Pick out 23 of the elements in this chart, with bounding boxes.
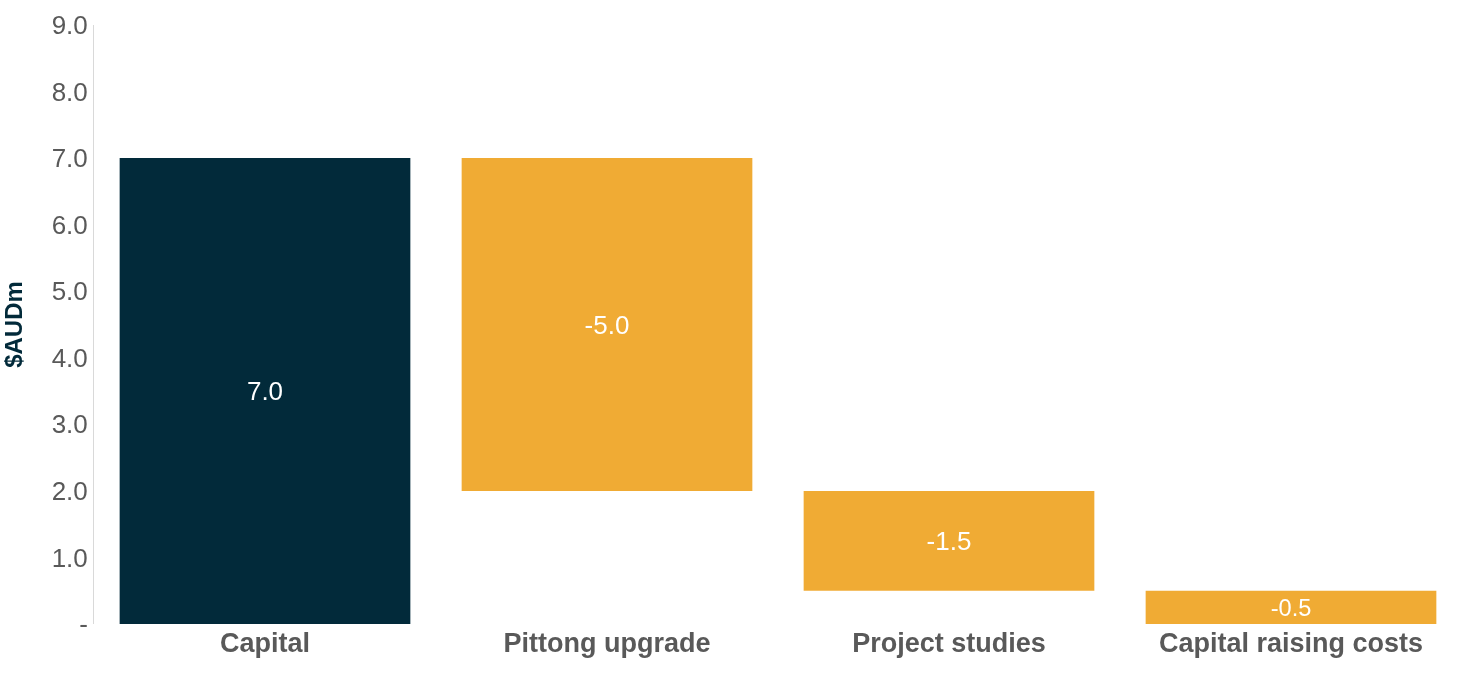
data-label: -0.5 (1270, 594, 1312, 621)
bar (1145, 590, 1437, 624)
y-tick-label: 3.0 (51, 409, 88, 440)
bar (119, 158, 411, 624)
y-axis-title: $AUDm (0, 281, 27, 368)
data-label: -1.5 (926, 525, 972, 556)
bar (803, 490, 1095, 591)
y-tick-label: 7.0 (51, 143, 88, 174)
y-tick-label: 4.0 (51, 342, 88, 373)
data-label: 7.0 (246, 376, 284, 407)
bar (461, 158, 753, 491)
y-tick-label: - (79, 609, 88, 640)
x-tick-label: Project studies (852, 628, 1046, 658)
y-tick-label: 8.0 (51, 76, 88, 107)
y-tick-label: 2.0 (51, 475, 88, 506)
y-tick-label: 1.0 (51, 542, 88, 573)
x-tick-label: Pittong upgrade (503, 628, 711, 658)
x-tick-label: Capital raising costs (1158, 628, 1424, 658)
x-tick-label: Capital (219, 628, 311, 658)
y-tick-label: 9.0 (51, 10, 88, 41)
y-tick-label: 6.0 (51, 209, 88, 240)
data-label: -5.0 (584, 309, 630, 340)
y-tick-label: 5.0 (51, 276, 88, 307)
